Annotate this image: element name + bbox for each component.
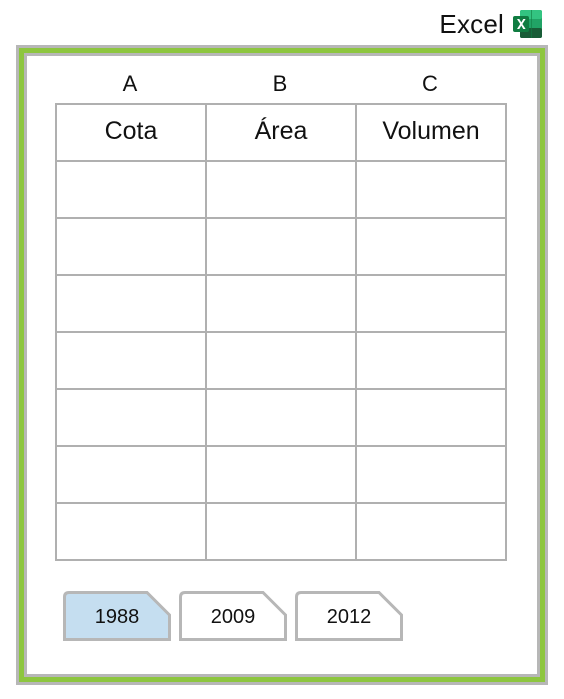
sheet-tab-label: 2012 <box>326 605 372 628</box>
header-cell[interactable]: Área <box>205 103 357 162</box>
table-row <box>55 331 507 390</box>
table-cell[interactable] <box>355 217 507 276</box>
table-row <box>55 274 507 333</box>
table-cell[interactable] <box>55 388 207 447</box>
column-letter[interactable]: C <box>422 71 438 96</box>
table-cell[interactable] <box>55 445 207 504</box>
sheet-tab-1988[interactable]: 1988 <box>63 591 171 641</box>
table-row <box>55 217 507 276</box>
column-header-row: A B C <box>55 70 505 98</box>
table-cell[interactable] <box>205 502 357 561</box>
table-cell[interactable] <box>355 445 507 504</box>
header-cell[interactable]: Volumen <box>355 103 507 162</box>
sheet-tab-2009[interactable]: 2009 <box>179 591 287 641</box>
tab-shape <box>179 591 287 641</box>
sheet-tab-label: 1988 <box>94 605 140 628</box>
tab-shape <box>63 591 171 641</box>
sheet-tab-2012[interactable]: 2012 <box>295 591 403 641</box>
data-table: Cota Área Volumen <box>55 103 507 561</box>
table-row <box>55 388 507 447</box>
table-cell[interactable] <box>55 160 207 219</box>
table-cell[interactable] <box>205 331 357 390</box>
app-header: Excel <box>439 8 544 40</box>
header-row: Cota Área Volumen <box>55 103 507 162</box>
table-cell[interactable] <box>355 502 507 561</box>
table-cell[interactable] <box>205 388 357 447</box>
table-cell[interactable] <box>205 445 357 504</box>
tab-shape <box>295 591 403 641</box>
table-cell[interactable] <box>205 160 357 219</box>
table-cell[interactable] <box>55 331 207 390</box>
sheet-tab-label: 2009 <box>210 605 256 628</box>
table-cell[interactable] <box>355 274 507 333</box>
table-cell[interactable] <box>355 160 507 219</box>
header-cell[interactable]: Cota <box>55 103 207 162</box>
table-cell[interactable] <box>55 502 207 561</box>
excel-icon <box>513 10 542 38</box>
table-cell[interactable] <box>55 217 207 276</box>
table-cell[interactable] <box>355 331 507 390</box>
table-cell[interactable] <box>205 217 357 276</box>
table-cell[interactable] <box>55 274 207 333</box>
column-letter[interactable]: A <box>122 71 138 96</box>
table-cell[interactable] <box>355 388 507 447</box>
spreadsheet-frame: A B C Cota Área Volumen 1988 2009 2012 <box>16 45 548 685</box>
table-row <box>55 445 507 504</box>
worksheet: A B C Cota Área Volumen 1988 2009 2012 <box>27 56 537 674</box>
table-row <box>55 160 507 219</box>
table-cell[interactable] <box>205 274 357 333</box>
sheet-tabs: 1988 2009 2012 <box>63 591 403 641</box>
app-title: Excel <box>439 8 504 39</box>
column-letter[interactable]: B <box>272 71 288 96</box>
table-row <box>55 502 507 561</box>
